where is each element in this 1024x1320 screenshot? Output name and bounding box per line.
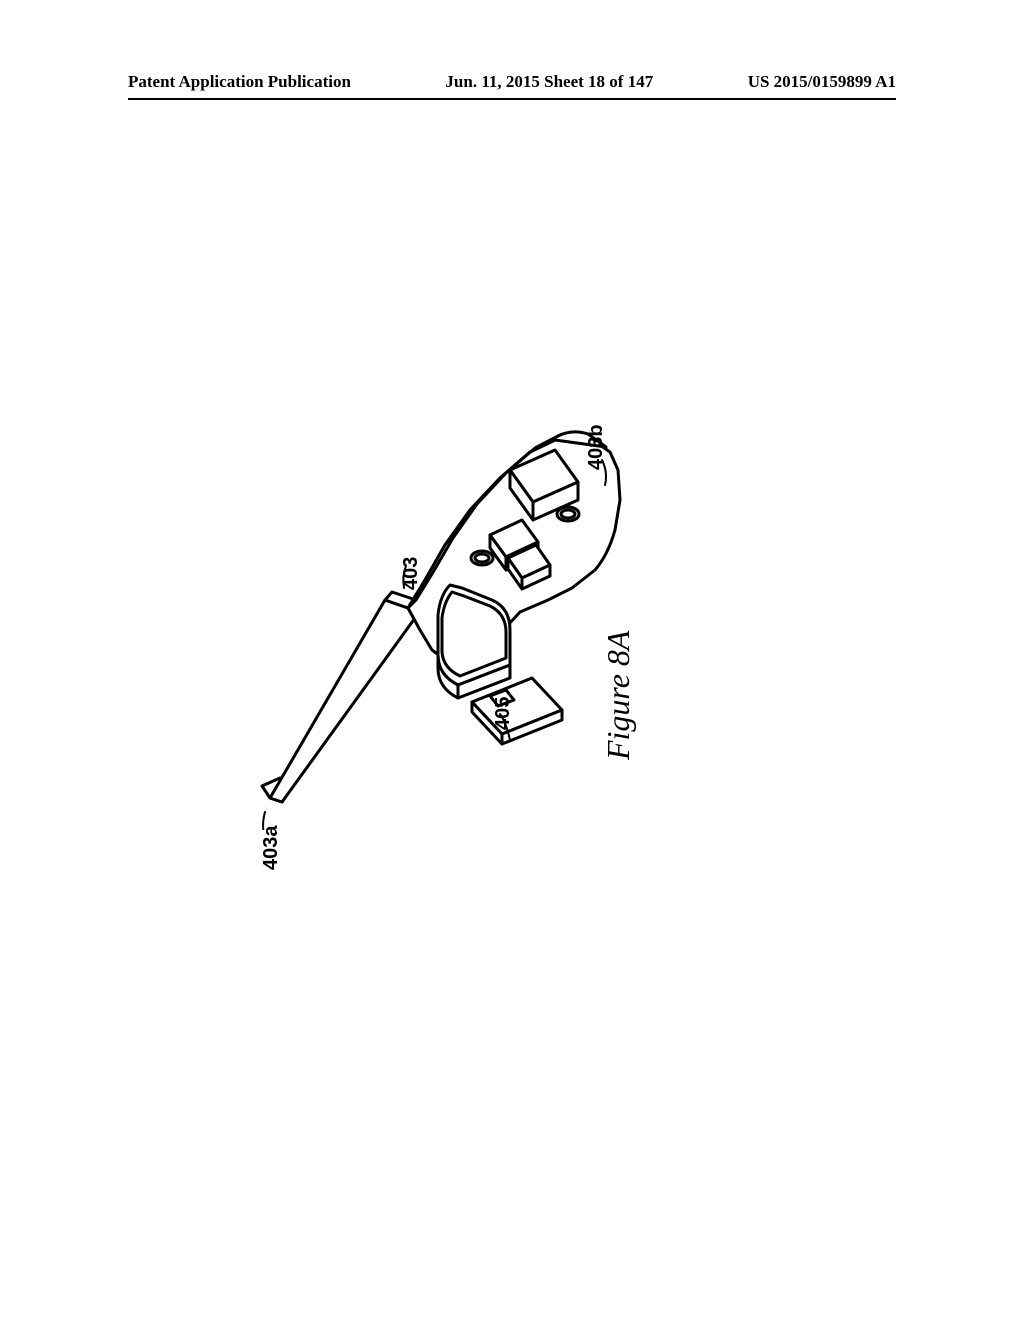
figure-8a (210, 370, 690, 830)
header-pub-type: Patent Application Publication (128, 72, 351, 92)
header-pub-number: US 2015/0159899 A1 (748, 72, 896, 92)
label-403b: 403b (585, 424, 608, 470)
header-date-sheet: Jun. 11, 2015 Sheet 18 of 147 (445, 72, 653, 92)
page-header: Patent Application Publication Jun. 11, … (0, 72, 1024, 92)
label-403a: 403a (260, 826, 283, 871)
figure-svg (210, 370, 690, 830)
header-rule (128, 98, 896, 100)
label-405: 405 (492, 697, 515, 730)
figure-caption: Figure 8A (600, 631, 637, 760)
label-403: 403 (400, 557, 423, 590)
